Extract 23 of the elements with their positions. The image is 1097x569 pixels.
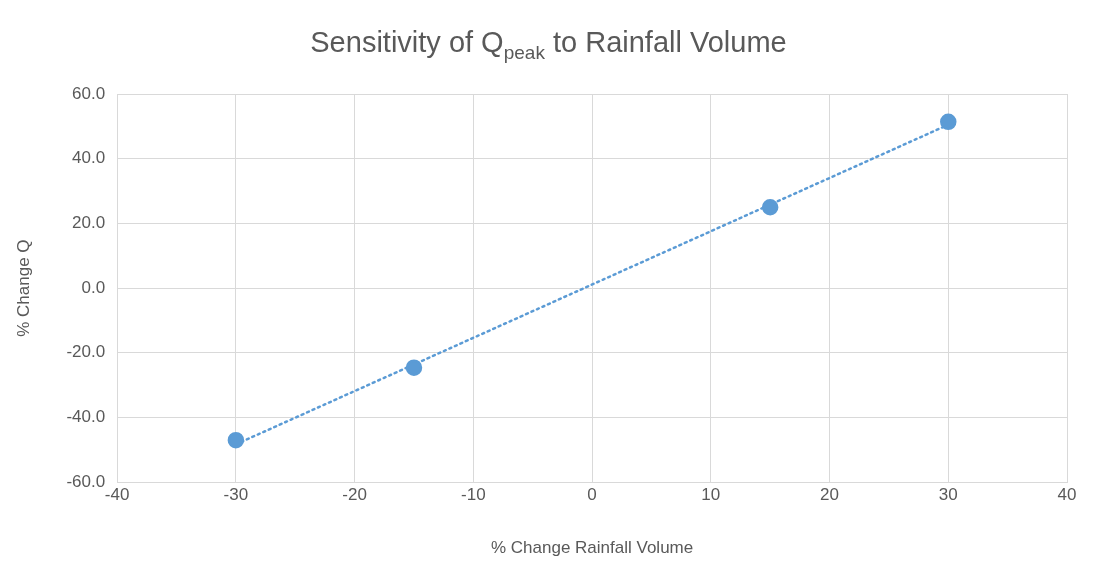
- y-tick-label: 20.0: [72, 213, 106, 233]
- point: [227, 431, 245, 449]
- x-tick-label: 40: [1057, 485, 1077, 505]
- y-tick-label: 0.0: [81, 277, 106, 297]
- y-tick-label: 60.0: [72, 83, 106, 103]
- y-tick-label: -40.0: [66, 407, 106, 427]
- x-axis-title: % Change Rainfall Volume: [490, 538, 694, 558]
- y-tick-label: -60.0: [66, 471, 106, 491]
- x-tick-label: 0: [587, 485, 597, 505]
- point: [940, 113, 957, 131]
- x-tick-label: -10: [461, 485, 486, 505]
- x-tick-label: 10: [701, 485, 721, 505]
- point: [761, 198, 779, 216]
- y-tick-label: -20.0: [66, 342, 106, 362]
- x-tick-label: -20: [342, 485, 367, 505]
- x-tick-label: -30: [223, 485, 249, 505]
- chart-title: Sensitivity of Q$_{peak}$ to Rainfall Volume: [309, 26, 788, 64]
- x-tick-label: 30: [938, 485, 958, 505]
- x-tick-label: 20: [820, 485, 839, 505]
- x-tick-label: -40: [104, 485, 130, 505]
- point: [405, 359, 423, 376]
- y-axis-title: % Change Q: [13, 239, 33, 337]
- y-tick-label: 40.0: [72, 148, 106, 168]
